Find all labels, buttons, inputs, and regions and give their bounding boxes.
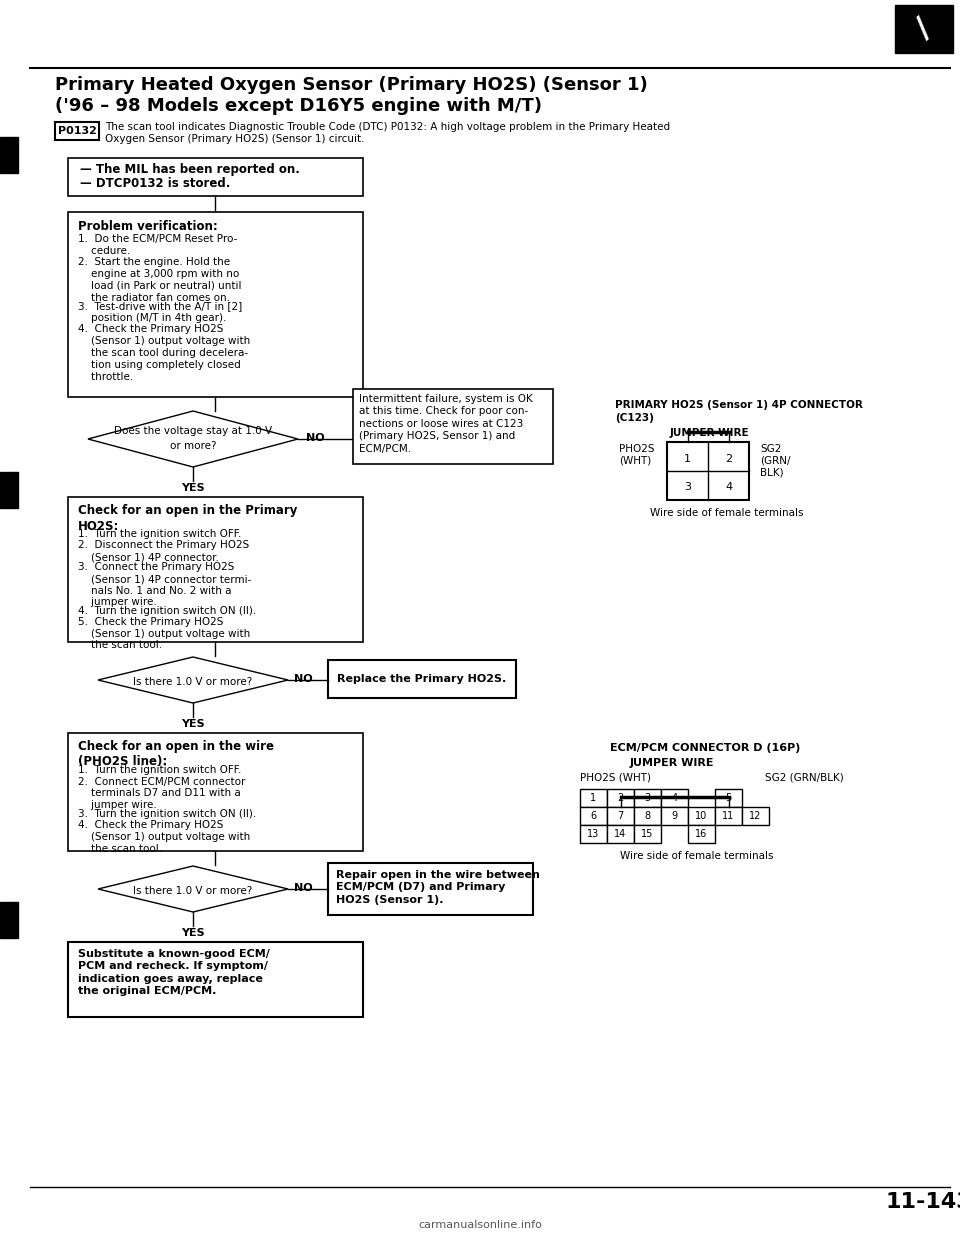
Text: carmanualsonline.info: carmanualsonline.info xyxy=(418,1220,542,1230)
Bar xyxy=(580,789,607,807)
Text: 7: 7 xyxy=(617,811,624,821)
Text: PHO2S (WHT): PHO2S (WHT) xyxy=(580,773,651,782)
Text: JUMPER WIRE: JUMPER WIRE xyxy=(630,758,714,768)
Text: /: / xyxy=(910,15,938,43)
Text: or more?: or more? xyxy=(170,441,216,451)
Text: Check for an open in the Primary
HO2S:: Check for an open in the Primary HO2S: xyxy=(78,504,298,533)
Text: Intermittent failure, system is OK
at this time. Check for poor con-
nections or: Intermittent failure, system is OK at th… xyxy=(359,394,533,453)
Text: Is there 1.0 V or more?: Is there 1.0 V or more? xyxy=(133,886,252,895)
Bar xyxy=(688,825,715,843)
Bar xyxy=(715,789,742,807)
Text: (C123): (C123) xyxy=(615,414,654,424)
Text: 6: 6 xyxy=(590,811,596,821)
Text: 1.  Turn the ignition switch OFF.: 1. Turn the ignition switch OFF. xyxy=(78,529,241,539)
Text: Check for an open in the wire
(PHO2S line):: Check for an open in the wire (PHO2S lin… xyxy=(78,740,274,769)
Text: Does the voltage stay at 1.0 V: Does the voltage stay at 1.0 V xyxy=(114,426,272,436)
Text: SG2
(GRN/
BLK): SG2 (GRN/ BLK) xyxy=(760,443,790,477)
Text: Substitute a known-good ECM/
PCM and recheck. If symptom/
indication goes away, : Substitute a known-good ECM/ PCM and rec… xyxy=(78,949,270,996)
Text: 4: 4 xyxy=(725,482,732,493)
Bar xyxy=(353,389,553,465)
Text: 13: 13 xyxy=(588,828,600,840)
Bar xyxy=(580,807,607,825)
Bar xyxy=(634,789,661,807)
Text: PRIMARY HO2S (Sensor 1) 4P CONNECTOR: PRIMARY HO2S (Sensor 1) 4P CONNECTOR xyxy=(615,400,863,410)
Bar xyxy=(895,5,953,53)
Text: 3.  Turn the ignition switch ON (II).: 3. Turn the ignition switch ON (II). xyxy=(78,809,256,818)
Bar xyxy=(0,137,18,173)
Text: 3: 3 xyxy=(684,482,691,493)
Text: NO: NO xyxy=(306,433,324,443)
Polygon shape xyxy=(98,866,288,912)
Text: 5: 5 xyxy=(726,792,732,804)
Text: 4.  Check the Primary HO2S
    (Sensor 1) output voltage with
    the scan tool : 4. Check the Primary HO2S (Sensor 1) out… xyxy=(78,324,251,383)
Bar xyxy=(68,497,363,642)
Bar xyxy=(667,442,749,501)
Bar xyxy=(0,902,18,938)
Text: SG2 (GRN/BLK): SG2 (GRN/BLK) xyxy=(765,773,844,782)
Text: Wire side of female terminals: Wire side of female terminals xyxy=(620,851,774,861)
Bar xyxy=(68,941,363,1017)
Bar xyxy=(688,807,715,825)
Bar xyxy=(661,807,688,825)
Text: 16: 16 xyxy=(695,828,708,840)
Bar xyxy=(607,789,634,807)
Text: 2.  Start the engine. Hold the
    engine at 3,000 rpm with no
    load (in Park: 2. Start the engine. Hold the engine at … xyxy=(78,257,242,303)
Bar xyxy=(328,660,516,698)
Bar xyxy=(661,789,688,807)
Text: 2: 2 xyxy=(725,453,732,463)
Text: 4.  Check the Primary HO2S
    (Sensor 1) output voltage with
    the scan tool.: 4. Check the Primary HO2S (Sensor 1) out… xyxy=(78,821,251,853)
Text: Replace the Primary HO2S.: Replace the Primary HO2S. xyxy=(337,674,507,684)
Bar xyxy=(580,825,607,843)
Bar xyxy=(68,212,363,397)
Text: YES: YES xyxy=(181,719,204,729)
Text: 4: 4 xyxy=(671,792,678,804)
Text: YES: YES xyxy=(181,928,204,938)
Text: 9: 9 xyxy=(671,811,678,821)
Text: 14: 14 xyxy=(614,828,627,840)
Bar xyxy=(607,807,634,825)
Text: 1.  Do the ECM/PCM Reset Pro-
    cedure.: 1. Do the ECM/PCM Reset Pro- cedure. xyxy=(78,233,237,256)
Text: 3.  Connect the Primary HO2S
    (Sensor 1) 4P connector termi-
    nals No. 1 a: 3. Connect the Primary HO2S (Sensor 1) 4… xyxy=(78,563,252,607)
Bar xyxy=(607,825,634,843)
Text: 1: 1 xyxy=(590,792,596,804)
Text: — DTCP0132 is stored.: — DTCP0132 is stored. xyxy=(80,178,230,190)
Text: YES: YES xyxy=(181,483,204,493)
Bar xyxy=(634,807,661,825)
Text: 1.  Turn the ignition switch OFF.: 1. Turn the ignition switch OFF. xyxy=(78,765,241,775)
Bar xyxy=(55,122,99,140)
Bar xyxy=(715,807,742,825)
Bar xyxy=(742,807,769,825)
Text: 10: 10 xyxy=(695,811,708,821)
Text: 3.  Test-drive with the A/T in [2]
    position (M/T in 4th gear).: 3. Test-drive with the A/T in [2] positi… xyxy=(78,301,242,323)
Text: 5.  Check the Primary HO2S
    (Sensor 1) output voltage with
    the scan tool.: 5. Check the Primary HO2S (Sensor 1) out… xyxy=(78,617,251,651)
Polygon shape xyxy=(88,411,298,467)
Text: ECM/PCM CONNECTOR D (16P): ECM/PCM CONNECTOR D (16P) xyxy=(610,743,801,753)
Text: PHO2S
(WHT): PHO2S (WHT) xyxy=(619,443,655,466)
Text: Oxygen Sensor (Primary HO2S) (Sensor 1) circuit.: Oxygen Sensor (Primary HO2S) (Sensor 1) … xyxy=(105,134,365,144)
Text: 11: 11 xyxy=(722,811,734,821)
Text: 2: 2 xyxy=(617,792,624,804)
Text: 2.  Disconnect the Primary HO2S
    (Sensor 1) 4P connector.: 2. Disconnect the Primary HO2S (Sensor 1… xyxy=(78,540,250,563)
Text: 8: 8 xyxy=(644,811,651,821)
Text: 15: 15 xyxy=(641,828,654,840)
Text: NO: NO xyxy=(294,883,313,893)
Text: 4.  Turn the ignition switch ON (II).: 4. Turn the ignition switch ON (II). xyxy=(78,606,256,616)
Text: JUMPER WIRE: JUMPER WIRE xyxy=(670,428,750,438)
Bar xyxy=(328,863,533,915)
Text: P0132: P0132 xyxy=(58,125,96,137)
Text: ('96 – 98 Models except D16Y5 engine with M/T): ('96 – 98 Models except D16Y5 engine wit… xyxy=(55,97,542,116)
Text: Is there 1.0 V or more?: Is there 1.0 V or more? xyxy=(133,677,252,687)
Text: Problem verification:: Problem verification: xyxy=(78,220,218,233)
Text: 12: 12 xyxy=(750,811,761,821)
Text: — The MIL has been reported on.: — The MIL has been reported on. xyxy=(80,163,300,176)
Polygon shape xyxy=(98,657,288,703)
Text: 3: 3 xyxy=(644,792,651,804)
Text: NO: NO xyxy=(294,674,313,684)
Bar xyxy=(68,158,363,196)
Bar xyxy=(0,472,18,508)
Text: Repair open in the wire between
ECM/PCM (D7) and Primary
HO2S (Sensor 1).: Repair open in the wire between ECM/PCM … xyxy=(336,869,540,905)
Text: 2.  Connect ECM/PCM connector
    terminals D7 and D11 with a
    jumper wire.: 2. Connect ECM/PCM connector terminals D… xyxy=(78,776,246,810)
Text: The scan tool indicates Diagnostic Trouble Code (DTC) P0132: A high voltage prob: The scan tool indicates Diagnostic Troub… xyxy=(105,122,670,132)
Text: 1: 1 xyxy=(684,453,691,463)
Text: Wire side of female terminals: Wire side of female terminals xyxy=(650,508,804,518)
